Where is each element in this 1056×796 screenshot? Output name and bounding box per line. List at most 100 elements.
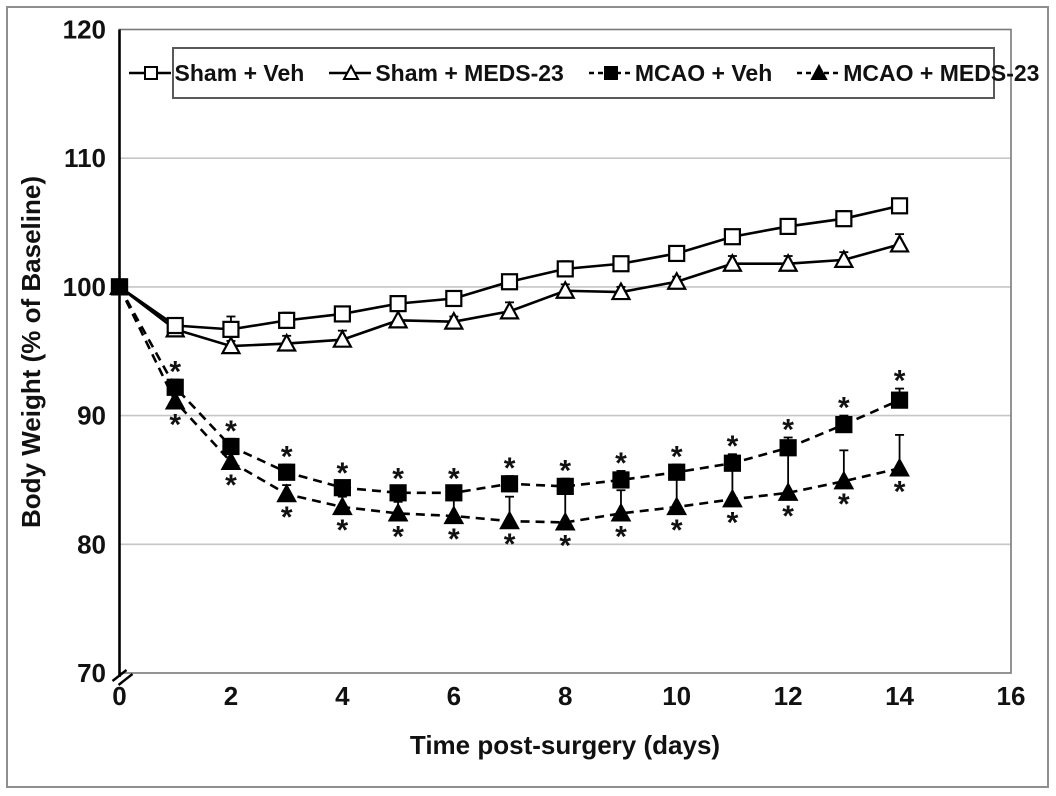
filled-square-marker-icon bbox=[500, 475, 519, 493]
open-square-marker-icon bbox=[835, 210, 853, 228]
filled-square-marker-icon bbox=[166, 378, 184, 396]
legend-label: MCAO + MEDS-23 bbox=[843, 59, 1040, 86]
open-square-marker-icon bbox=[723, 228, 742, 246]
significance-asterisk: * bbox=[448, 523, 460, 556]
significance-asterisk: * bbox=[894, 475, 906, 508]
y-tick-label: 70 bbox=[77, 658, 106, 688]
open-square-marker-icon bbox=[612, 255, 630, 273]
filled-triangle-marker-icon bbox=[777, 482, 799, 501]
significance-asterisk: * bbox=[894, 365, 906, 398]
filled-triangle-marker-icon bbox=[610, 502, 632, 522]
significance-asterisk: * bbox=[281, 441, 293, 474]
open-square-marker-icon bbox=[890, 197, 909, 215]
significance-asterisk: * bbox=[448, 462, 460, 495]
open-square-marker-icon bbox=[445, 289, 463, 308]
significance-asterisk: * bbox=[504, 452, 516, 485]
x-tick-label: 10 bbox=[662, 681, 691, 711]
legend-item-sham-veh: Sham + Veh bbox=[128, 60, 304, 87]
filled-square-marker-icon bbox=[890, 391, 909, 409]
filled-triangle-marker-icon bbox=[387, 502, 409, 522]
filled-triangle-marker-icon bbox=[164, 390, 186, 410]
open-square-marker-icon bbox=[668, 244, 686, 263]
x-axis-tick-labels: 0 2 4 6 8 10 12 14 16 bbox=[112, 681, 1025, 711]
significance-asterisk: * bbox=[392, 520, 404, 553]
filled-triangle-marker-icon bbox=[666, 496, 688, 516]
significance-asterisk: * bbox=[782, 413, 794, 446]
legend-item-sham-meds-23: Sham + MEDS-23 bbox=[328, 60, 564, 87]
significance-asterisks: * * * * * * * * * * * * * * bbox=[169, 408, 905, 562]
legend-label: Sham + MEDS-23 bbox=[375, 59, 564, 86]
filled-square-marker-icon bbox=[445, 484, 463, 502]
filled-square-marker-icon bbox=[835, 416, 853, 434]
significance-asterisk: * bbox=[504, 528, 516, 561]
significance-asterisk: * bbox=[615, 520, 627, 553]
significance-asterisk: * bbox=[169, 356, 181, 389]
filled-triangle-marker-icon bbox=[554, 511, 576, 531]
filled-triangle-marker-icon bbox=[722, 488, 743, 508]
open-square-marker-icon bbox=[500, 273, 519, 291]
open-square-marker-icon bbox=[222, 320, 240, 338]
x-tick-label: 12 bbox=[774, 681, 803, 711]
open-triangle-marker-icon bbox=[499, 300, 520, 320]
open-triangle-marker-icon bbox=[554, 279, 576, 299]
markers bbox=[110, 197, 909, 338]
y-axis-tick-labels: 70 80 90 100 110 120 bbox=[63, 15, 106, 689]
significance-asterisk: * bbox=[169, 408, 181, 441]
y-tick-label: 90 bbox=[77, 401, 106, 431]
open-triangle-marker-icon bbox=[777, 252, 799, 272]
y-tick-label: 100 bbox=[63, 272, 106, 302]
open-square-marker-icon bbox=[278, 311, 296, 329]
legend-label: MCAO + Veh bbox=[634, 59, 773, 86]
series-mcao-meds-23: * * * * * * * * * * * * * * bbox=[109, 276, 910, 562]
filled-triangle-marker-icon bbox=[499, 510, 520, 530]
filled-square-marker-icon bbox=[723, 454, 742, 472]
open-triangle-marker-icon bbox=[276, 332, 298, 352]
significance-asterisk: * bbox=[225, 469, 237, 502]
filled-square-marker-icon bbox=[612, 471, 630, 489]
open-triangle-marker-icon bbox=[722, 252, 743, 272]
open-square-marker-icon bbox=[166, 316, 184, 335]
significance-asterisk: * bbox=[671, 441, 683, 474]
filled-square-marker-icon bbox=[556, 477, 574, 495]
x-tick-label: 2 bbox=[224, 681, 238, 711]
open-triangle-marker-icon bbox=[443, 310, 465, 330]
x-tick-label: 0 bbox=[112, 681, 126, 711]
filled-square-marker-icon bbox=[389, 484, 407, 502]
legend: Sham + Veh Sham + MEDS-23 MCAO + Veh MCA… bbox=[128, 47, 1039, 99]
markers bbox=[110, 278, 909, 502]
filled-triangle-marker-icon bbox=[276, 483, 298, 503]
filled-square-marker-icon bbox=[222, 437, 240, 456]
y-tick-label: 80 bbox=[77, 529, 106, 559]
filled-square-marker-icon bbox=[278, 463, 296, 481]
open-triangle-marker-icon bbox=[610, 281, 632, 301]
open-triangle-marker-icon bbox=[833, 249, 855, 268]
filled-square-marker-icon bbox=[668, 463, 686, 481]
open-triangle-marker-icon bbox=[889, 233, 910, 253]
x-tick-label: 4 bbox=[335, 681, 350, 711]
open-triangle-marker-icon bbox=[387, 309, 409, 329]
open-triangle-marker-icon bbox=[666, 270, 688, 290]
x-tick-label: 8 bbox=[558, 681, 572, 711]
open-square-marker-icon bbox=[389, 295, 407, 313]
open-triangle-solid-line-icon bbox=[328, 63, 372, 83]
filled-triangle-marker-icon bbox=[220, 451, 242, 471]
filled-square-marker-icon bbox=[110, 278, 129, 296]
open-square-marker-icon bbox=[333, 305, 351, 323]
figure-border bbox=[6, 6, 1049, 788]
significance-asterisk: * bbox=[727, 430, 739, 463]
y-tick-label: 110 bbox=[64, 143, 106, 173]
significance-asterisk: * bbox=[559, 455, 571, 488]
y-tick-label: 120 bbox=[63, 15, 106, 45]
significance-asterisk: * bbox=[225, 415, 237, 448]
filled-triangle-marker-icon bbox=[443, 505, 465, 525]
open-triangle-marker-icon bbox=[220, 335, 242, 355]
filled-triangle-marker-icon bbox=[833, 470, 855, 490]
x-tick-label: 14 bbox=[885, 681, 914, 711]
significance-asterisk: * bbox=[337, 514, 349, 547]
significance-asterisk: * bbox=[838, 488, 850, 521]
series-sham-veh bbox=[110, 197, 909, 338]
legend-item-mcao-veh: MCAO + Veh bbox=[588, 60, 772, 87]
open-square-solid-line-icon bbox=[128, 63, 172, 83]
y-axis-title: Body Weight (% of Baseline) bbox=[16, 176, 46, 528]
